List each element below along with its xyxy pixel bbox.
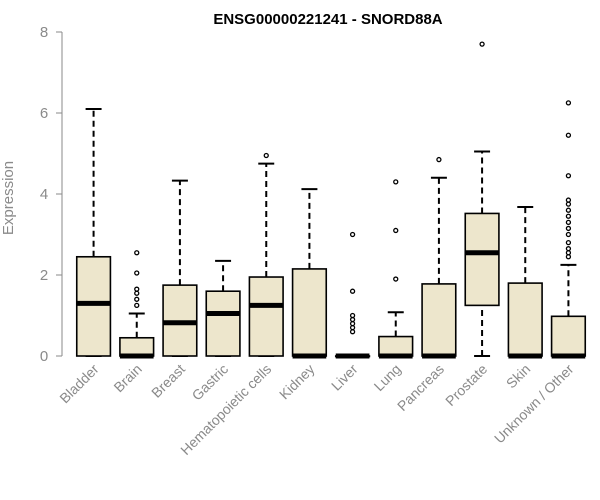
iqr-box — [464, 212, 500, 307]
outlier-point — [349, 312, 356, 319]
outlier-point — [134, 250, 140, 256]
iqr-box — [421, 283, 457, 357]
box-hematopoietic-cells — [248, 152, 284, 357]
chart-title: ENSG00000221241 - SNORD88A — [213, 11, 442, 28]
outlier-point — [565, 225, 572, 232]
box-gastric — [205, 259, 241, 357]
iqr-box — [378, 335, 414, 357]
x-tick-label: Kidney — [276, 361, 318, 403]
outlier-point — [565, 250, 572, 256]
box-bladder — [75, 107, 112, 357]
x-tick-label: Liver — [328, 361, 361, 394]
outlier-point — [565, 219, 572, 226]
outlier-point — [565, 132, 572, 138]
outlier-point — [349, 231, 356, 238]
x-tick-label: Skin — [503, 361, 534, 392]
outlier-point — [263, 152, 269, 159]
y-axis-label: Expression — [0, 161, 17, 235]
iqr-box — [75, 255, 112, 357]
y-tick-label: 2 — [40, 267, 48, 284]
outlier-point — [349, 329, 356, 335]
box-unknown-other — [550, 100, 587, 359]
iqr-box — [119, 336, 155, 357]
iqr-box — [507, 282, 543, 357]
box-prostate — [464, 41, 500, 357]
y-tick-label: 0 — [40, 348, 48, 365]
outlier-point — [565, 197, 572, 203]
box-breast — [162, 179, 198, 357]
x-tick-label: Gastric — [189, 361, 232, 404]
outlier-point — [565, 239, 572, 246]
outlier-point — [565, 246, 572, 252]
x-tick-label: Lung — [371, 361, 404, 394]
box-liver — [334, 231, 371, 359]
iqr-box — [291, 268, 328, 357]
y-tick-label: 6 — [40, 105, 48, 122]
outlier-point — [565, 231, 572, 238]
boxes-layer — [75, 41, 587, 359]
y-axis: 0 2 4 6 8 — [40, 24, 63, 365]
outlier-point — [134, 302, 140, 309]
box-lung — [378, 179, 414, 359]
outlier-point — [565, 213, 572, 219]
outlier-point — [565, 100, 572, 106]
y-tick-label: 4 — [40, 186, 48, 203]
outlier-point — [565, 201, 572, 207]
iqr-box — [248, 276, 284, 357]
x-tick-label: Pancreas — [394, 361, 447, 414]
outlier-point — [134, 270, 140, 276]
outlier-point — [134, 286, 140, 292]
x-tick-label: Prostate — [442, 361, 490, 409]
outlier-point — [349, 288, 356, 294]
x-tick-label: Breast — [148, 361, 188, 401]
outlier-point — [349, 320, 356, 327]
y-tick-label: 8 — [40, 24, 48, 41]
iqr-box — [205, 290, 241, 357]
outlier-point — [565, 173, 572, 179]
x-tick-label: Unknown / Other — [491, 361, 577, 447]
x-tick-label: Brain — [110, 361, 144, 395]
x-tick-label: Bladder — [56, 361, 102, 407]
outlier-point — [134, 296, 140, 302]
outlier-point — [479, 41, 485, 47]
box-kidney — [291, 188, 328, 359]
box-pancreas — [421, 156, 457, 359]
box-skin — [507, 205, 543, 359]
outlier-point — [393, 227, 399, 234]
outlier-point — [393, 179, 399, 185]
outlier-point — [436, 156, 442, 163]
outlier-point — [134, 290, 140, 296]
box-brain — [119, 250, 155, 359]
iqr-box — [550, 315, 587, 357]
outlier-point — [393, 276, 399, 282]
outlier-point — [565, 207, 572, 213]
